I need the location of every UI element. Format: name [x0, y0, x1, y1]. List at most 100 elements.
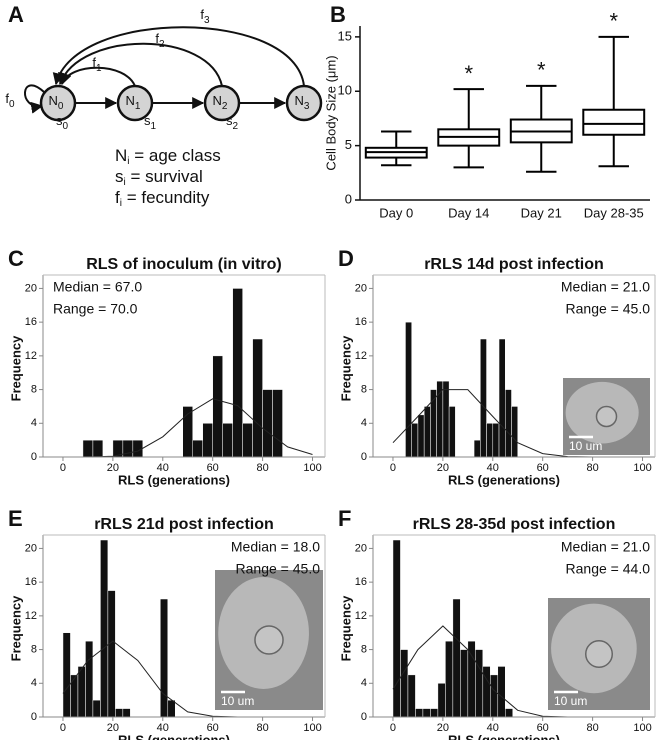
stat-annotation: Range = 45.0 [236, 561, 321, 577]
panel-letter: B [330, 2, 346, 27]
node-label-symbol: N [126, 93, 135, 108]
y-tick-label: 8 [31, 383, 37, 395]
x-tick-label: Day 14 [448, 205, 489, 220]
x-tick-label: 100 [633, 722, 651, 734]
y-tick-label: 8 [361, 383, 367, 395]
y-tick-label: 20 [355, 542, 367, 554]
bar [448, 406, 456, 458]
y-tick-label: 4 [31, 417, 37, 429]
y-tick-label: 0 [361, 451, 367, 463]
x-tick-label: 0 [60, 462, 66, 474]
node-label: N3 [295, 93, 310, 111]
cell [584, 639, 614, 669]
fecundity-label-sub: 3 [204, 15, 210, 26]
chart-title: rRLS 28-35d post infection [413, 516, 616, 533]
x-tick-label: 60 [537, 462, 549, 474]
bar [202, 423, 213, 458]
fecundity-label: f1 [92, 55, 102, 73]
x-axis-title: RLS (generations) [118, 732, 230, 740]
bar [222, 423, 233, 458]
bar [497, 666, 506, 718]
bar [232, 288, 243, 458]
y-axis-title: Frequency [8, 595, 23, 662]
bar [482, 666, 491, 718]
y-tick-label: 12 [25, 610, 37, 622]
legend-line: si = survival [115, 167, 203, 187]
y-tick-label: 10 [338, 83, 352, 98]
y-tick-label: 20 [25, 282, 37, 294]
y-tick-label: 16 [25, 316, 37, 328]
x-tick-label: 60 [537, 722, 549, 734]
bar [467, 640, 476, 718]
node-label-sub: 2 [222, 101, 228, 112]
chart-title: RLS of inoculum (in vitro) [86, 256, 282, 273]
x-tick-label: 20 [437, 722, 449, 734]
fecundity-label-sub: 0 [9, 99, 15, 110]
bar [242, 423, 253, 458]
fecundity-label-sub: 2 [159, 39, 165, 50]
x-tick-label: 100 [633, 462, 651, 474]
y-tick-label: 4 [361, 417, 367, 429]
y-tick-label: 12 [25, 350, 37, 362]
y-axis-title: Frequency [338, 595, 353, 662]
survival-label-sub: 2 [232, 121, 238, 132]
bar [160, 598, 169, 718]
fecundity-label: f3 [200, 7, 210, 25]
node-label-symbol: N [49, 93, 58, 108]
stat-annotation: Median = 18.0 [231, 539, 320, 555]
bar [100, 539, 109, 718]
scale-label: 10 um [221, 694, 254, 708]
scale-label: 10 um [569, 439, 602, 453]
y-tick-label: 0 [31, 451, 37, 463]
y-axis-title: Frequency [338, 335, 353, 402]
x-tick-label: 40 [157, 462, 169, 474]
stat-annotation: Range = 70.0 [53, 301, 138, 317]
y-tick-label: 12 [355, 350, 367, 362]
x-tick-label: 20 [437, 462, 449, 474]
x-tick-label: 40 [157, 722, 169, 734]
cell [254, 625, 284, 655]
bar [405, 321, 412, 458]
significance-mark: * [464, 61, 473, 86]
node [285, 84, 323, 122]
y-tick-label: 8 [31, 643, 37, 655]
node [116, 84, 154, 122]
node-label: N1 [126, 93, 141, 111]
x-tick-label: 0 [390, 462, 396, 474]
bar [77, 666, 86, 718]
bar [122, 708, 131, 718]
y-tick-label: 16 [355, 316, 367, 328]
node-label: N2 [213, 93, 228, 111]
fecundity-label-symbol: f [155, 31, 159, 46]
x-tick-label: Day 21 [521, 205, 562, 220]
bar [511, 406, 518, 458]
x-tick-label: 20 [107, 722, 119, 734]
histogram-chart: C RLS of inoculum (in vitro) 0 4 8 12 16 20 0 20 4… [8, 246, 326, 487]
node-label-sub: 3 [304, 101, 310, 112]
survival-label-symbol: s [144, 113, 151, 128]
chart-title: rRLS 21d post infection [94, 516, 274, 533]
survival-label-sub: 0 [62, 121, 68, 132]
significance-mark: * [609, 9, 618, 34]
stat-annotation: Median = 67.0 [53, 279, 142, 295]
bar [475, 649, 484, 718]
fecundity-label: f0 [5, 91, 15, 109]
bar [85, 640, 94, 718]
x-tick-label: 60 [207, 722, 219, 734]
legend-line-sub: i [127, 156, 129, 167]
x-axis-title: RLS (generations) [448, 472, 560, 487]
y-axis-title: Frequency [8, 335, 23, 402]
stat-annotation: Range = 45.0 [566, 301, 651, 317]
panel-letter: C [8, 246, 24, 271]
y-tick-label: 4 [361, 677, 367, 689]
bar [62, 632, 71, 718]
legend-line-text: = survival [126, 167, 203, 186]
x-tick-label: 80 [256, 462, 268, 474]
y-tick-label: 12 [355, 610, 367, 622]
scale-label: 10 um [554, 694, 587, 708]
legend-line-symbol: s [115, 167, 124, 186]
legend-line-symbol: f [115, 188, 120, 207]
survival-label-symbol: s [56, 113, 63, 128]
box [582, 108, 646, 136]
